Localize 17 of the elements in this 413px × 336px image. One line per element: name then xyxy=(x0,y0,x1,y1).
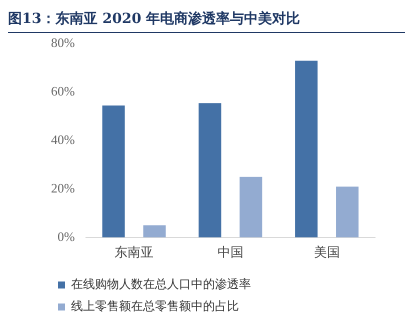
legend-label: 线上零售额在总零售额中的占比 xyxy=(71,299,239,314)
x-tick-label: 中国 xyxy=(217,244,244,260)
y-tick-label: 0% xyxy=(57,228,75,244)
y-tick-label: 60% xyxy=(50,84,75,99)
legend-label: 在线购物人数在总人口中的渗透率 xyxy=(71,277,251,292)
y-tick-label: 80% xyxy=(50,35,75,50)
x-tick-label: 东南亚 xyxy=(114,244,154,260)
bar xyxy=(102,106,125,238)
bar xyxy=(240,176,262,238)
x-tick-label: 美国 xyxy=(314,244,340,260)
y-tick-label: 20% xyxy=(50,180,75,196)
chart-title: 图13：东南亚 2020 年电商渗透率与中美对比 xyxy=(8,8,405,33)
y-tick-label: 40% xyxy=(50,132,75,148)
bar xyxy=(143,225,166,238)
bar xyxy=(295,60,318,238)
bar xyxy=(198,103,222,238)
bar xyxy=(336,186,359,238)
